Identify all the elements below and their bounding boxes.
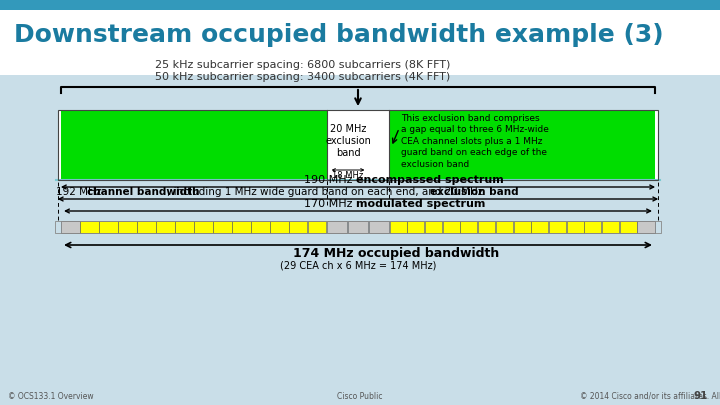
Bar	[348, 221, 368, 233]
Bar	[549, 221, 566, 233]
Bar	[61, 110, 327, 180]
Bar	[99, 221, 118, 233]
Bar	[58, 110, 658, 180]
Bar	[213, 221, 232, 233]
Bar	[602, 221, 619, 233]
Bar	[637, 221, 654, 233]
Bar	[138, 221, 156, 233]
Bar	[289, 221, 307, 233]
Bar	[55, 221, 661, 233]
Bar	[408, 221, 424, 233]
Text: © OCS133.1 Overview: © OCS133.1 Overview	[8, 392, 94, 401]
Text: (29 CEA ch x 6 MHz = 174 MHz): (29 CEA ch x 6 MHz = 174 MHz)	[280, 260, 436, 270]
Bar	[460, 221, 477, 233]
Bar	[251, 221, 269, 233]
Bar	[478, 221, 495, 233]
Bar	[327, 221, 347, 233]
Bar	[443, 221, 460, 233]
Text: Cisco Public: Cisco Public	[337, 392, 383, 401]
Text: 25 kHz subcarrier spacing: 6800 subcarriers (8K FFT): 25 kHz subcarrier spacing: 6800 subcarri…	[155, 60, 451, 70]
Text: encompassed spectrum: encompassed spectrum	[356, 175, 504, 185]
Bar	[308, 221, 326, 233]
Bar	[118, 221, 137, 233]
Bar	[58, 110, 658, 180]
Bar	[620, 221, 637, 233]
Text: exclusion band: exclusion band	[430, 187, 518, 197]
Bar	[425, 221, 442, 233]
Bar	[390, 110, 655, 180]
Bar	[369, 221, 389, 233]
Bar	[513, 221, 531, 233]
Text: 18 MHz: 18 MHz	[333, 171, 364, 180]
Text: Downstream occupied bandwidth example (3): Downstream occupied bandwidth example (3…	[14, 23, 664, 47]
Bar	[156, 221, 175, 233]
Bar	[232, 221, 251, 233]
Bar	[81, 221, 99, 233]
Text: 170 MHz: 170 MHz	[304, 199, 356, 209]
Text: , including 1 MHz wide guard band on each end, and 20 MHz: , including 1 MHz wide guard band on eac…	[167, 187, 487, 197]
Text: 192 MHz: 192 MHz	[56, 187, 104, 197]
Text: 190 MHz: 190 MHz	[304, 175, 356, 185]
Bar	[585, 221, 601, 233]
Text: 174 MHz: 174 MHz	[293, 247, 358, 260]
Bar	[0, 0, 720, 75]
Bar	[270, 221, 289, 233]
Text: channel bandwidth: channel bandwidth	[87, 187, 199, 197]
Text: © 2014 Cisco and/or its affiliates. All rights reserved.: © 2014 Cisco and/or its affiliates. All …	[580, 392, 720, 401]
Bar	[61, 221, 80, 233]
Bar	[496, 221, 513, 233]
Text: modulated spectrum: modulated spectrum	[356, 199, 485, 209]
Text: occupied bandwidth: occupied bandwidth	[358, 247, 499, 260]
Text: This exclusion band comprises
a gap equal to three 6 MHz-wide
CEA channel slots : This exclusion band comprises a gap equa…	[401, 114, 549, 169]
Text: 50 kHz subcarrier spacing: 3400 subcarriers (4K FFT): 50 kHz subcarrier spacing: 3400 subcarri…	[155, 72, 450, 82]
Bar	[390, 221, 407, 233]
Bar	[194, 221, 212, 233]
Bar	[0, 0, 720, 10]
Bar	[0, 75, 720, 405]
Bar	[175, 221, 194, 233]
Bar	[567, 221, 584, 233]
Text: 91: 91	[693, 391, 708, 401]
Bar	[531, 221, 549, 233]
Text: 20 MHz
exclusion
band: 20 MHz exclusion band	[325, 124, 372, 158]
